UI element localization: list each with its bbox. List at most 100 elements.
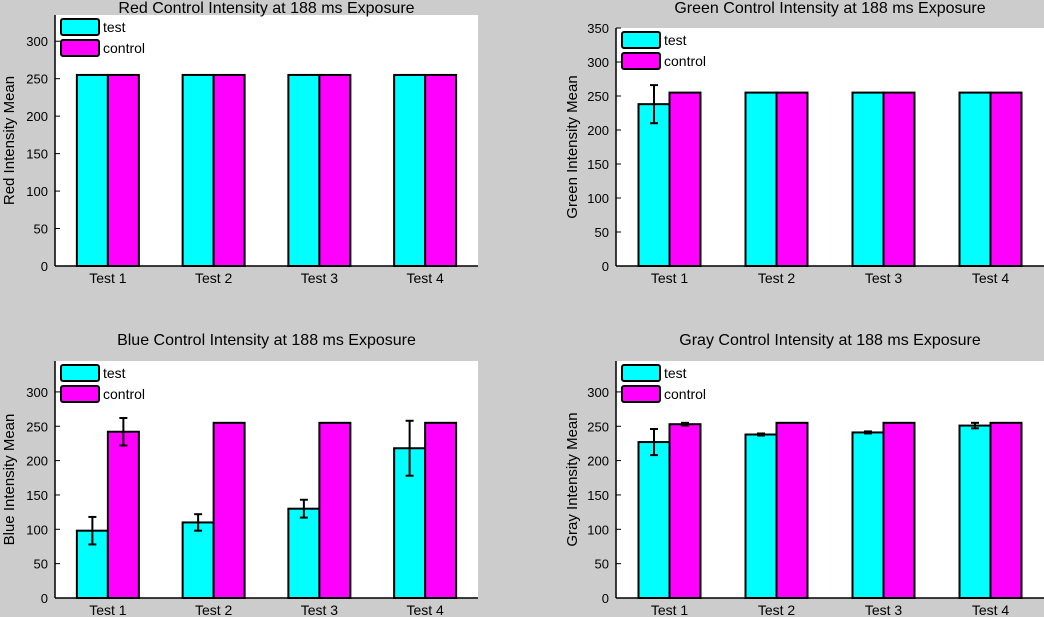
bar-test — [637, 103, 671, 267]
bar-control — [989, 421, 1023, 599]
y-tick-label: 100 — [587, 191, 609, 206]
bar-test — [744, 433, 778, 599]
chart-panel-2: Green Control Intensity at 188 ms Exposu… — [564, 0, 1044, 286]
y-axis-label: Gray Intensity Mean — [564, 412, 581, 546]
bar-test — [958, 91, 992, 267]
legend-swatch-control — [60, 39, 100, 57]
legend-swatch-test — [60, 364, 100, 382]
y-tick-label: 200 — [26, 109, 48, 124]
legend-label-control: control — [664, 386, 706, 402]
y-tick-label: 50 — [595, 225, 609, 240]
y-tick-label: 50 — [595, 557, 609, 572]
bar-control — [106, 73, 140, 268]
y-tick-label: 250 — [26, 419, 48, 434]
legend-label-test: test — [103, 19, 126, 35]
bar-control — [212, 73, 246, 268]
y-tick-label: 250 — [26, 72, 48, 87]
bar-control — [318, 73, 352, 268]
y-tick-label: 100 — [26, 184, 48, 199]
x-tick-label: Test 1 — [89, 602, 127, 617]
bar-test — [287, 73, 321, 268]
x-tick-label: Test 4 — [972, 602, 1010, 617]
chart-title: Blue Control Intensity at 188 ms Exposur… — [117, 332, 416, 349]
y-tick-label: 150 — [587, 157, 609, 172]
x-tick-label: Test 2 — [195, 270, 233, 286]
x-tick-label: Test 4 — [406, 270, 444, 286]
chart-panel-4: Gray Control Intensity at 188 ms Exposur… — [564, 332, 1044, 617]
bar-control — [989, 91, 1023, 267]
y-tick-label: 200 — [26, 454, 48, 469]
x-tick-label: Test 3 — [865, 602, 903, 617]
y-tick-label: 50 — [34, 557, 48, 572]
bar-control — [106, 430, 140, 600]
bar-test — [75, 73, 109, 268]
y-tick-label: 150 — [26, 488, 48, 503]
bar-control — [668, 91, 702, 267]
y-axis-label: Blue Intensity Mean — [1, 414, 18, 546]
x-tick-label: Test 4 — [406, 602, 444, 617]
bar-test — [181, 73, 215, 268]
bar-test — [851, 91, 885, 267]
x-tick-label: Test 2 — [758, 602, 796, 617]
legend-swatch-control — [621, 52, 661, 70]
legend-label-test: test — [103, 365, 126, 381]
y-tick-label: 300 — [587, 385, 609, 400]
y-tick-label: 50 — [34, 222, 48, 237]
bar-control — [424, 421, 458, 599]
y-tick-label: 0 — [41, 591, 48, 606]
bar-test — [287, 507, 321, 599]
bar-test — [181, 521, 215, 599]
bar-test — [637, 441, 671, 600]
legend-label-control: control — [664, 53, 706, 69]
y-tick-label: 0 — [602, 259, 609, 274]
y-tick-label: 150 — [26, 147, 48, 162]
bar-test — [744, 91, 778, 267]
bar-control — [668, 423, 702, 600]
x-tick-label: Test 1 — [89, 270, 127, 286]
y-tick-label: 350 — [587, 21, 609, 36]
bar-control — [318, 421, 352, 599]
chart-panel-1: Red Control Intensity at 188 ms Exposure… — [1, 0, 478, 286]
bar-control — [424, 73, 458, 268]
bar-control — [882, 421, 916, 599]
y-axis-label: Red Intensity Mean — [1, 76, 18, 205]
legend-swatch-control — [60, 385, 100, 403]
chart-title: Green Control Intensity at 188 ms Exposu… — [674, 0, 985, 17]
bar-test — [851, 431, 885, 599]
chart-title: Red Control Intensity at 188 ms Exposure — [118, 0, 414, 17]
x-tick-label: Test 1 — [651, 602, 689, 617]
y-tick-label: 300 — [587, 55, 609, 70]
y-tick-label: 150 — [587, 488, 609, 503]
bar-control — [775, 91, 809, 267]
y-tick-label: 300 — [26, 34, 48, 49]
chart-panel-3: Blue Control Intensity at 188 ms Exposur… — [1, 332, 478, 617]
y-tick-label: 250 — [587, 89, 609, 104]
y-axis-label: Green Intensity Mean — [564, 75, 581, 218]
chart-title: Gray Control Intensity at 188 ms Exposur… — [679, 332, 981, 349]
y-tick-label: 100 — [587, 522, 609, 537]
x-tick-label: Test 3 — [301, 602, 339, 617]
bar-control — [882, 91, 916, 267]
y-tick-label: 0 — [602, 591, 609, 606]
x-tick-label: Test 1 — [651, 270, 689, 286]
x-tick-label: Test 3 — [865, 270, 903, 286]
legend-label-test: test — [664, 32, 687, 48]
legend-label-control: control — [103, 386, 145, 402]
y-tick-label: 250 — [587, 419, 609, 434]
bar-control — [212, 421, 246, 599]
legend-swatch-control — [621, 385, 661, 403]
y-tick-label: 200 — [587, 123, 609, 138]
y-tick-label: 100 — [26, 522, 48, 537]
x-tick-label: Test 2 — [195, 602, 233, 617]
bar-control — [775, 421, 809, 599]
legend-swatch-test — [621, 364, 661, 382]
y-tick-label: 200 — [587, 454, 609, 469]
bar-test — [958, 424, 992, 599]
x-tick-label: Test 3 — [301, 270, 339, 286]
legend-label-test: test — [664, 365, 687, 381]
y-tick-label: 0 — [41, 259, 48, 274]
legend-swatch-test — [621, 31, 661, 49]
y-tick-label: 300 — [26, 385, 48, 400]
bar-test — [393, 73, 427, 268]
